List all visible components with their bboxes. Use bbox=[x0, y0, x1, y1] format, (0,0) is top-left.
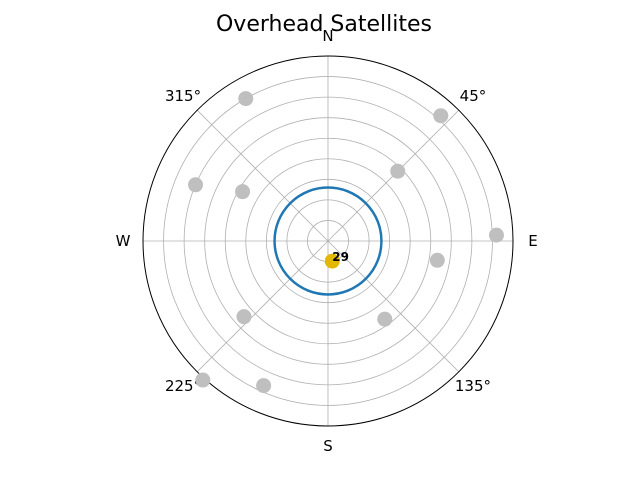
satellite-label: 29 bbox=[332, 250, 349, 264]
polar-spine bbox=[142, 55, 514, 427]
r-gridline bbox=[204, 117, 452, 365]
satellite-point bbox=[238, 91, 254, 107]
radial-gridline bbox=[327, 240, 460, 373]
r-gridline bbox=[224, 137, 432, 345]
radial-gridline bbox=[196, 240, 329, 373]
satellite-point bbox=[488, 227, 504, 243]
r-gridline bbox=[286, 199, 370, 283]
satellite-point bbox=[429, 252, 445, 268]
theta-tick-label: 315° bbox=[165, 87, 201, 105]
theta-tick-label: 225° bbox=[165, 377, 201, 395]
polar-grid bbox=[142, 55, 514, 427]
r-gridline bbox=[245, 158, 411, 324]
satellite-point bbox=[188, 177, 204, 193]
theta-tick-labels: N 45° E 135° S 225° W 315° bbox=[116, 27, 538, 455]
highlight-circle bbox=[273, 186, 383, 296]
satellite-point bbox=[433, 108, 449, 124]
theta-tick-label: S bbox=[323, 437, 333, 455]
theta-tick-label: N bbox=[322, 27, 333, 45]
satellite-point bbox=[235, 184, 251, 200]
satellite-points: 29 bbox=[188, 91, 504, 394]
theta-tick-label: E bbox=[528, 232, 537, 250]
theta-tick-label: W bbox=[116, 232, 131, 250]
radial-gridline bbox=[196, 109, 329, 242]
theta-tick-label: 45° bbox=[460, 87, 487, 105]
satellite-point bbox=[236, 309, 252, 325]
satellite-point bbox=[195, 372, 211, 388]
highlight-circle-layer bbox=[273, 186, 383, 296]
satellite-point bbox=[324, 253, 340, 269]
r-gridline bbox=[183, 96, 473, 386]
satellite-point bbox=[377, 311, 393, 327]
chart-title: Overhead Satellites bbox=[216, 12, 432, 37]
r-gridline bbox=[265, 178, 391, 304]
theta-tick-label: 135° bbox=[455, 377, 491, 395]
satellite-point bbox=[256, 378, 272, 394]
satellite-point bbox=[390, 163, 406, 179]
